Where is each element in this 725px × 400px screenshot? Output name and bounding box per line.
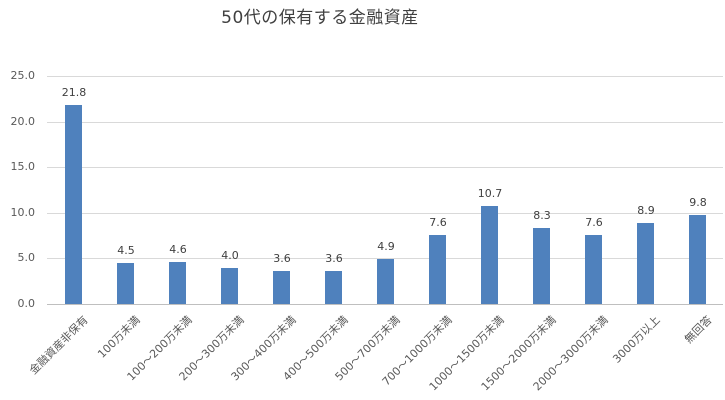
y-tick-label: 15.0 bbox=[10, 160, 36, 173]
data-label: 4.5 bbox=[117, 244, 135, 257]
bar bbox=[429, 235, 446, 304]
bar bbox=[273, 271, 290, 304]
x-category-label: 無回答 bbox=[682, 313, 715, 346]
bar bbox=[689, 215, 706, 304]
data-label: 21.8 bbox=[61, 86, 87, 99]
data-label: 8.3 bbox=[533, 209, 551, 222]
bar bbox=[325, 271, 342, 304]
y-tick-label: 0.0 bbox=[17, 297, 36, 310]
gridline bbox=[47, 167, 723, 168]
gridline bbox=[47, 122, 723, 123]
data-label: 4.9 bbox=[377, 240, 395, 253]
x-axis-line bbox=[47, 304, 723, 305]
x-category-label: 100万未満 bbox=[95, 313, 143, 361]
bar bbox=[117, 263, 134, 304]
y-tick-label: 25.0 bbox=[10, 69, 36, 82]
bar bbox=[169, 262, 186, 304]
data-label: 4.6 bbox=[169, 243, 187, 256]
data-label: 7.6 bbox=[429, 216, 447, 229]
bar bbox=[65, 105, 82, 304]
bar bbox=[637, 223, 654, 304]
data-label: 9.8 bbox=[689, 196, 707, 209]
y-tick-label: 10.0 bbox=[10, 206, 36, 219]
x-category-label: 金融資産非保有 bbox=[26, 313, 91, 378]
data-label: 3.6 bbox=[273, 252, 291, 265]
gridline bbox=[47, 213, 723, 214]
data-label: 7.6 bbox=[585, 216, 603, 229]
bar bbox=[481, 206, 498, 304]
bar bbox=[221, 268, 238, 304]
bar bbox=[377, 259, 394, 304]
bar bbox=[533, 228, 550, 304]
bar bbox=[585, 235, 602, 304]
chart-title: 50代の保有する金融資産 bbox=[221, 8, 419, 28]
y-tick-label: 20.0 bbox=[10, 115, 36, 128]
data-label: 8.9 bbox=[637, 204, 655, 217]
data-label: 10.7 bbox=[477, 187, 503, 200]
x-category-label: 3000万以上 bbox=[610, 313, 663, 366]
data-label: 4.0 bbox=[221, 249, 239, 262]
gridline bbox=[47, 76, 723, 77]
y-tick-label: 5.0 bbox=[17, 251, 36, 264]
data-label: 3.6 bbox=[325, 252, 343, 265]
gridline bbox=[47, 258, 723, 259]
